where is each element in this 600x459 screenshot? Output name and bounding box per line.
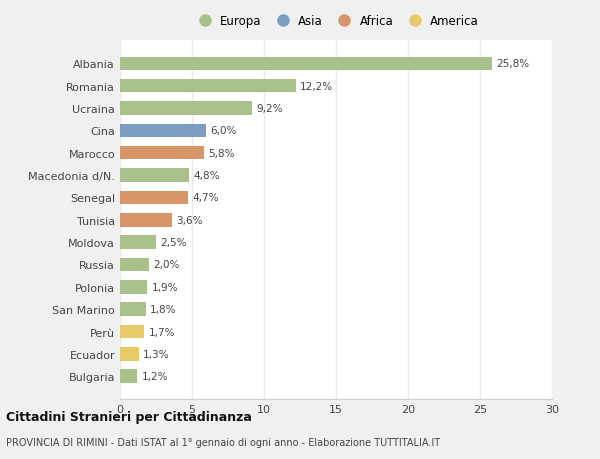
Bar [120, 213, 172, 227]
Text: 4,7%: 4,7% [192, 193, 218, 203]
Bar [120, 347, 139, 361]
Text: 3,6%: 3,6% [176, 215, 203, 225]
Bar [120, 280, 148, 294]
Bar [120, 102, 253, 116]
Bar [120, 147, 203, 160]
Text: PROVINCIA DI RIMINI - Dati ISTAT al 1° gennaio di ogni anno - Elaborazione TUTTI: PROVINCIA DI RIMINI - Dati ISTAT al 1° g… [6, 437, 440, 447]
Text: 5,8%: 5,8% [208, 148, 235, 158]
Bar [120, 80, 296, 93]
Text: 1,7%: 1,7% [149, 327, 175, 337]
Text: 1,8%: 1,8% [150, 304, 177, 314]
Bar [120, 57, 491, 71]
Text: 1,2%: 1,2% [142, 371, 168, 381]
Bar [120, 369, 137, 383]
Text: 6,0%: 6,0% [211, 126, 237, 136]
Text: 1,3%: 1,3% [143, 349, 170, 359]
Text: 12,2%: 12,2% [300, 82, 333, 91]
Bar [120, 124, 206, 138]
Bar [120, 236, 156, 249]
Text: 4,8%: 4,8% [193, 171, 220, 181]
Legend: Europa, Asia, Africa, America: Europa, Asia, Africa, America [193, 15, 479, 28]
Bar [120, 169, 189, 182]
Bar [120, 258, 149, 272]
Text: 9,2%: 9,2% [257, 104, 283, 114]
Bar [120, 325, 145, 338]
Text: 2,5%: 2,5% [160, 238, 187, 247]
Bar [120, 191, 188, 205]
Text: 2,0%: 2,0% [153, 260, 179, 270]
Text: 25,8%: 25,8% [496, 59, 529, 69]
Text: 1,9%: 1,9% [152, 282, 178, 292]
Text: Cittadini Stranieri per Cittadinanza: Cittadini Stranieri per Cittadinanza [6, 410, 252, 423]
Bar [120, 303, 146, 316]
